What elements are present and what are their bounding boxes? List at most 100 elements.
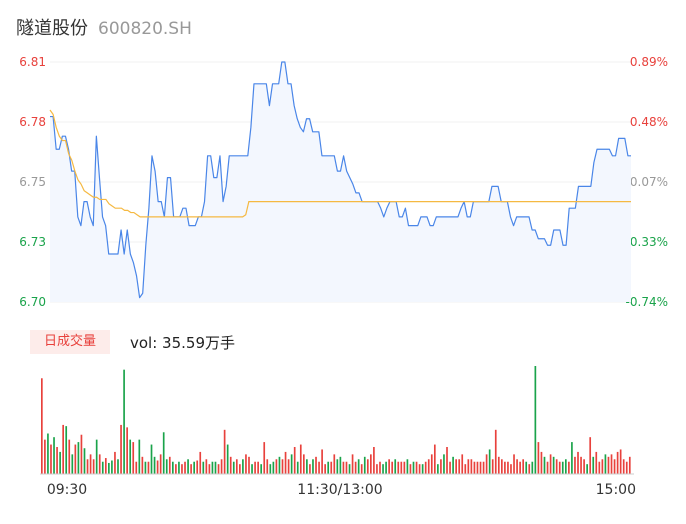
- volume-bar: [129, 439, 132, 474]
- volume-bar: [598, 461, 601, 474]
- volume-bar: [461, 454, 464, 474]
- volume-bar: [184, 461, 186, 474]
- volume-bar: [181, 464, 183, 474]
- volume-bar: [153, 456, 156, 474]
- price-tick-label: 6.75: [19, 175, 46, 189]
- volume-bar: [178, 461, 180, 474]
- volume-bar: [522, 459, 525, 474]
- volume-bar: [440, 459, 442, 474]
- time-tick-label: 09:30: [47, 482, 87, 498]
- volume-bar: [80, 434, 83, 474]
- volume-bar: [171, 461, 174, 474]
- volume-bar: [619, 449, 622, 474]
- volume-bar: [510, 464, 512, 474]
- volume-bar: [41, 378, 43, 474]
- volume-bar: [123, 369, 125, 474]
- volume-bar: [284, 451, 287, 474]
- volume-bar: [232, 461, 235, 474]
- volume-bar: [104, 458, 107, 474]
- volume-bar: [409, 464, 412, 474]
- volume-bar: [488, 449, 491, 474]
- volume-bar: [537, 442, 540, 474]
- volume-bar: [44, 439, 46, 474]
- pct-tick-label: 0.89%: [630, 55, 668, 69]
- volume-bar: [135, 461, 138, 474]
- volume-bar: [540, 451, 543, 474]
- volume-bar: [577, 451, 579, 474]
- volume-bar: [156, 460, 159, 474]
- volume-bar: [437, 464, 439, 474]
- volume-bar: [491, 459, 494, 474]
- volume-bar: [589, 437, 592, 474]
- volume-bar: [150, 444, 153, 474]
- volume-bar: [561, 461, 564, 474]
- volume-bar: [607, 456, 610, 474]
- volume-bar: [583, 459, 585, 474]
- volume-bar: [339, 456, 342, 474]
- volume-bar: [382, 464, 384, 474]
- volume-bar: [321, 449, 323, 474]
- pct-tick-label: 0.07%: [630, 175, 668, 189]
- volume-bar: [190, 464, 192, 474]
- volume-bar: [473, 461, 476, 474]
- volume-bar: [205, 459, 208, 474]
- volume-bar: [187, 459, 189, 474]
- volume-bar: [412, 461, 415, 474]
- price-tick-label: 6.73: [19, 235, 46, 249]
- volume-bar: [117, 459, 119, 474]
- volume-bar: [366, 459, 369, 474]
- volume-bar: [101, 461, 104, 474]
- volume-bar: [336, 459, 339, 474]
- volume-bar: [89, 454, 92, 474]
- volume-bar: [455, 459, 457, 474]
- volume-bar: [269, 464, 272, 474]
- volume-bar: [214, 461, 217, 474]
- time-tick-label: 11:30/13:00: [297, 482, 382, 498]
- volume-bar: [580, 456, 582, 474]
- price-area: [50, 62, 631, 302]
- pct-tick-label: -0.33%: [626, 235, 668, 249]
- volume-bar: [552, 456, 555, 474]
- volume-bar: [211, 461, 214, 474]
- volume-bar: [424, 461, 427, 474]
- volume-bar: [494, 429, 497, 474]
- volume-bar: [296, 461, 299, 474]
- volume-bar: [464, 464, 467, 474]
- volume-bar: [476, 461, 479, 474]
- volume-bar: [193, 461, 195, 474]
- volume-bar: [126, 427, 128, 474]
- volume-bar: [120, 424, 122, 474]
- stock-code: 600820.SH: [98, 19, 192, 39]
- volume-bar: [357, 459, 360, 474]
- volume-bar: [354, 461, 357, 474]
- volume-bar: [202, 461, 205, 474]
- volume-bar: [333, 454, 336, 474]
- volume-bar: [254, 461, 256, 474]
- volume-bar: [613, 459, 616, 474]
- volume-bar: [467, 459, 470, 474]
- volume-bar: [257, 461, 259, 474]
- volume-bar: [528, 464, 531, 474]
- volume-bar: [427, 459, 430, 474]
- volume-bar: [403, 461, 406, 474]
- volume-bar: [625, 461, 628, 474]
- volume-readout: vol: 35.59万手: [130, 334, 235, 352]
- daily-volume-tab[interactable]: 日成交量: [30, 330, 110, 354]
- volume-bar: [220, 459, 223, 474]
- volume-bar: [504, 461, 506, 474]
- volume-bar: [601, 459, 604, 474]
- volume-bar: [318, 461, 320, 474]
- volume-bar: [516, 459, 518, 474]
- volume-bar: [363, 456, 366, 474]
- volume-bar: [68, 439, 71, 474]
- volume-bar: [549, 454, 552, 474]
- volume-bar: [525, 461, 528, 474]
- volume-bar: [342, 461, 345, 474]
- volume-bar: [543, 456, 546, 474]
- volume-bar: [299, 444, 302, 474]
- volume-bar: [519, 461, 521, 474]
- volume-bar: [348, 464, 351, 474]
- volume-bar: [50, 444, 52, 474]
- volume-bar: [290, 454, 293, 474]
